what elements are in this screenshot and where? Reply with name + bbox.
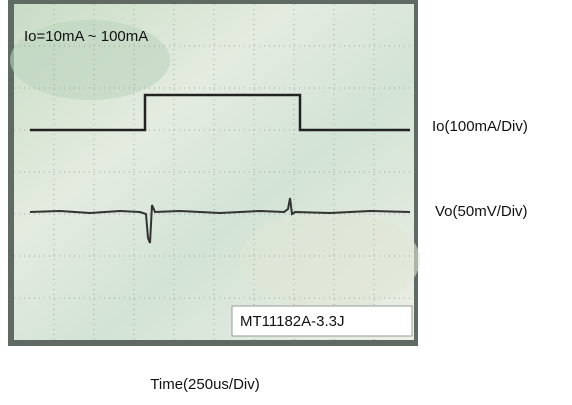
glare xyxy=(240,210,420,310)
glare xyxy=(10,20,170,100)
vo-trace xyxy=(29,197,411,244)
trace-label: Vo(50mV/Div) xyxy=(435,203,528,220)
x-axis-label: Time(250us/Div) xyxy=(150,376,259,393)
badge: MT11182A-3.3J xyxy=(240,313,345,330)
grid xyxy=(14,4,414,340)
trace-label: Io(100mA/Div) xyxy=(432,118,528,135)
scope-title: Io=10mA ~ 100mA xyxy=(24,28,148,45)
io-trace xyxy=(30,93,410,132)
badge-box xyxy=(231,305,413,337)
